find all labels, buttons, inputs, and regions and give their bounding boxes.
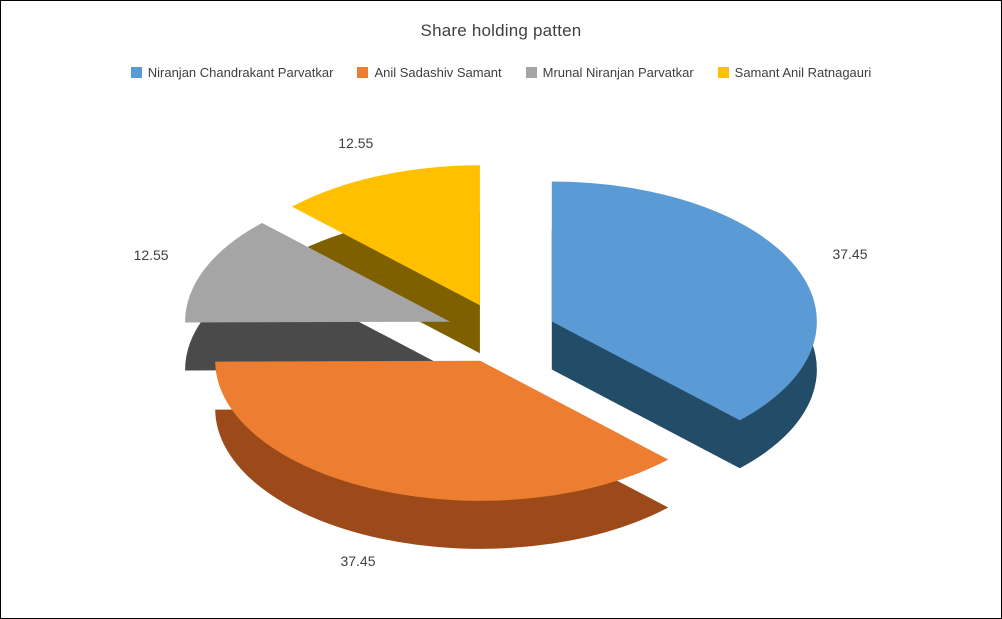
legend-item-2[interactable]: Anil Sadashiv Samant (357, 65, 502, 80)
legend-item-4[interactable]: Samant Anil Ratnagauri (717, 65, 872, 80)
legend-label: Anil Sadashiv Samant (374, 65, 502, 80)
legend-label: Samant Anil Ratnagauri (734, 65, 872, 80)
pie-slice-3[interactable] (185, 223, 451, 371)
pie-slice-top (551, 181, 817, 421)
pie-slice-top (215, 360, 669, 501)
pie-slice-2[interactable] (215, 360, 669, 549)
chart-title: Share holding patten (420, 21, 582, 40)
legend-label: Niranjan Chandrakant Parvatkar (147, 65, 334, 80)
data-label: 12.55 (134, 247, 169, 263)
data-label: 37.45 (832, 246, 867, 262)
legend-label: Mrunal Niranjan Parvatkar (542, 65, 694, 80)
data-label: 37.45 (340, 553, 375, 569)
pie-slice-top (185, 223, 451, 323)
data-label: 12.55 (338, 135, 373, 151)
pie-slice-1[interactable] (551, 181, 817, 469)
legend-item-1[interactable]: Niranjan Chandrakant Parvatkar (130, 65, 334, 80)
pie-slice-top (291, 165, 480, 306)
legend-swatch-icon (357, 67, 369, 78)
chart-legend: Niranjan Chandrakant Parvatkar Anil Sadas… (1, 65, 1001, 80)
legend-swatch-icon (717, 67, 729, 78)
legend-swatch-icon (130, 67, 142, 78)
legend-swatch-icon (525, 67, 537, 78)
legend-item-3[interactable]: Mrunal Niranjan Parvatkar (525, 65, 694, 80)
